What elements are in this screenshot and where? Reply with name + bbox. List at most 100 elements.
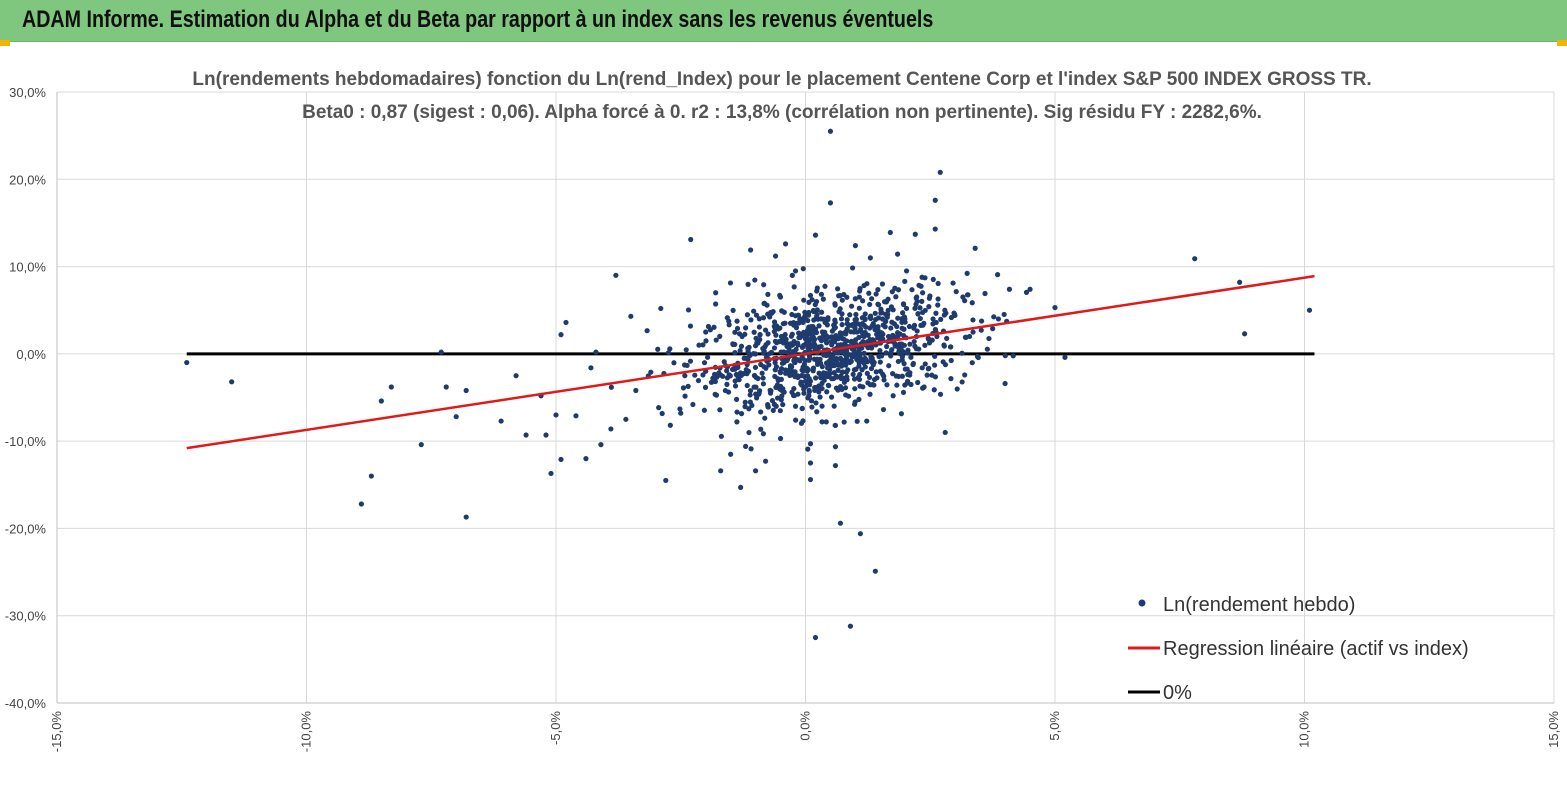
- scatter-point: [771, 345, 778, 351]
- scatter-point: [948, 376, 954, 382]
- scatter-point: [798, 379, 804, 385]
- scatter-point: [806, 299, 812, 305]
- scatter-point: [839, 322, 845, 328]
- scatter-point: [1052, 304, 1058, 311]
- regression-series: [186, 274, 1315, 450]
- x-tick-label: -5,0%: [548, 711, 563, 745]
- header-bar: ADAM Informe. Estimation du Alpha et du …: [0, 0, 1567, 42]
- scatter-point: [922, 275, 928, 281]
- scatter-point: [772, 324, 778, 331]
- scatter-point: [904, 366, 910, 372]
- scatter-point: [812, 301, 818, 308]
- scatter-point: [726, 322, 732, 328]
- scatter-point: [839, 297, 845, 303]
- scatter-point: [748, 446, 754, 452]
- scatter-point: [741, 355, 747, 361]
- scatter-point: [878, 353, 885, 359]
- scatter-point: [772, 367, 778, 373]
- scatter-point: [895, 315, 901, 321]
- scatter-point: [758, 409, 764, 415]
- scatter-point: [857, 286, 863, 292]
- scatter-point: [1306, 307, 1313, 313]
- scatter-point: [890, 393, 896, 399]
- scatter-point: [847, 623, 854, 629]
- scatter-point: [658, 305, 664, 312]
- scatter-point: [819, 380, 825, 386]
- scatter-point: [914, 328, 920, 334]
- scatter-point: [915, 379, 921, 386]
- scatter-point: [924, 372, 930, 378]
- report-title: ADAM Informe. Estimation du Alpha et du …: [22, 6, 934, 33]
- scatter-point: [1010, 353, 1016, 359]
- x-tick-label: 0,0%: [798, 711, 813, 741]
- scatter-point: [659, 410, 665, 417]
- scatter-point: [716, 370, 722, 376]
- scatter-point: [832, 462, 839, 469]
- scatter-point: [732, 329, 738, 335]
- scatter-point: [463, 387, 469, 394]
- scatter-point: [761, 348, 767, 354]
- scatter-point: [871, 376, 878, 383]
- scatter-point: [873, 369, 879, 375]
- scatter-point: [713, 392, 720, 398]
- scatter-point: [777, 292, 783, 298]
- scatter-point: [969, 360, 975, 366]
- scatter-point: [807, 476, 814, 483]
- scatter-point: [819, 309, 825, 315]
- scatter-point: [875, 287, 881, 293]
- axes: [56, 92, 1554, 704]
- scatter-point: [780, 340, 787, 346]
- scatter-point: [912, 305, 918, 311]
- scatter-point: [800, 266, 806, 272]
- scatter-point: [743, 367, 749, 373]
- scatter-point: [818, 316, 824, 322]
- scatter-point: [823, 419, 829, 425]
- scatter-point: [897, 350, 903, 357]
- scatter-point: [830, 361, 836, 367]
- scatter-point: [755, 375, 761, 382]
- scatter-point: [813, 400, 819, 406]
- scatter-point: [829, 334, 835, 340]
- scatter-point: [760, 381, 767, 387]
- scatter-point: [756, 390, 762, 396]
- scatter-point: [951, 311, 958, 317]
- legend-label-zero: 0%: [1163, 682, 1192, 704]
- scatter-point: [789, 272, 795, 278]
- scatter-point: [849, 265, 856, 271]
- scatter-point: [935, 296, 941, 302]
- scatter-point: [800, 365, 806, 371]
- scatter-point: [814, 409, 820, 415]
- scatter-point: [912, 231, 918, 237]
- scatter-point: [825, 382, 831, 388]
- scatter-point: [866, 374, 873, 380]
- scatter-point: [801, 297, 807, 303]
- scatter-point: [849, 303, 855, 309]
- scatter-point: [770, 407, 776, 413]
- scatter-point: [878, 306, 884, 312]
- scatter-point: [855, 356, 862, 362]
- scatter-point: [814, 356, 820, 362]
- scatter-point: [859, 321, 866, 327]
- scatter-point: [553, 412, 559, 418]
- scatter-point: [812, 342, 818, 348]
- scatter-point: [801, 361, 807, 367]
- scatter-point: [742, 399, 748, 405]
- scatter-point: [787, 372, 793, 378]
- scatter-point: [919, 365, 925, 371]
- scatter-point: [746, 406, 752, 412]
- scatter-point: [789, 368, 796, 375]
- scatter-point: [841, 291, 847, 298]
- scatter-point: [1062, 354, 1068, 360]
- scatter-point: [911, 338, 917, 345]
- scatter-point: [1002, 380, 1008, 387]
- scatter-point: [813, 316, 819, 322]
- chart-legend: Ln(rendement hebdo) Regression linéaire …: [1128, 594, 1469, 704]
- scatter-point: [880, 322, 886, 328]
- x-tick-label: 15,0%: [1546, 711, 1561, 748]
- scatter-point: [860, 298, 866, 304]
- scatter-point: [814, 285, 820, 291]
- scatter-point: [851, 367, 857, 373]
- scatter-point: [705, 354, 711, 360]
- y-tick-label: 20,0%: [9, 172, 46, 187]
- scatter-point: [932, 362, 938, 368]
